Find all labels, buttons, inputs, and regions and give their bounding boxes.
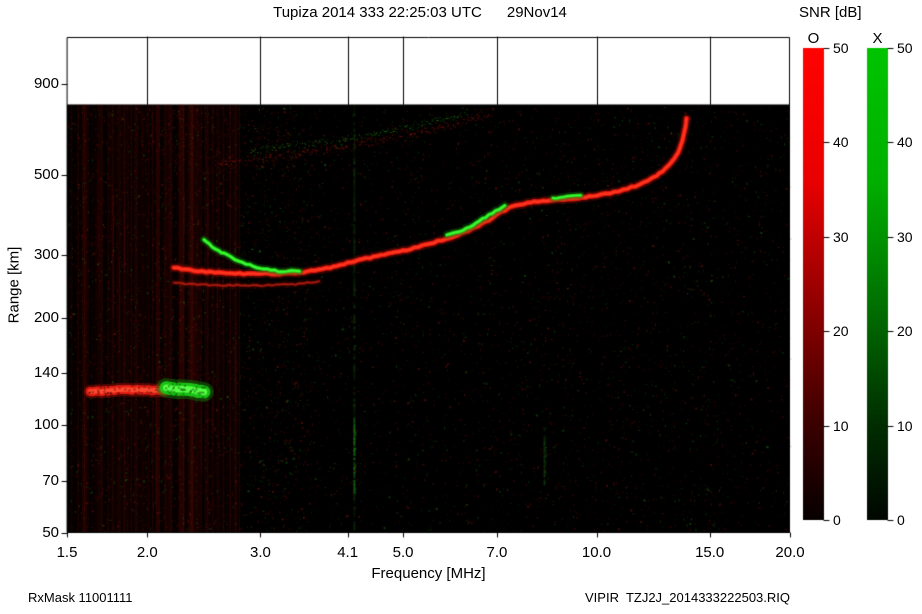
x-tick-label: 3.0	[250, 544, 271, 561]
y-tick-label: 500	[33, 166, 59, 184]
x-tick-label: 5.0	[392, 544, 414, 561]
x-colorbar-tick-label: 30	[897, 228, 913, 245]
o-colorbar-tick-label: 40	[833, 134, 849, 151]
x-tick-label: 1.5	[56, 544, 78, 561]
x-axis-title: Frequency [MHz]	[371, 565, 486, 582]
o-colorbar-tick-label: 0	[833, 512, 841, 528]
x-tick-label: 15.0	[695, 544, 725, 561]
colorbar-title: SNR [dB]	[799, 4, 862, 21]
o-colorbar-tick-label: 50	[833, 40, 849, 56]
y-tick-label: 70	[42, 471, 59, 489]
y-tick-label: 100	[33, 416, 59, 434]
y-tick-label: 200	[33, 308, 59, 326]
x-tick-label: 10.0	[581, 544, 612, 561]
y-tick-label: 900	[33, 75, 59, 93]
x-colorbar-tick-label: 20	[897, 323, 913, 340]
x-tick-label: 20.0	[775, 544, 805, 561]
x-tick-label: 7.0	[486, 544, 508, 561]
x-tick-label: 4.1	[337, 544, 359, 561]
colorbar-x-mode-label: X	[872, 30, 883, 47]
y-tick-label: 140	[33, 364, 59, 382]
data-filename-text: VIPIR TZJ2J_2014333222503.RIQ	[585, 590, 790, 605]
x-colorbar-tick-label: 40	[897, 134, 913, 151]
x-tick-label: 2.0	[136, 544, 158, 561]
x-colorbar-tick-label: 0	[897, 512, 905, 528]
o-colorbar-tick-label: 20	[833, 323, 849, 340]
colorbar-o-mode-label: O	[807, 30, 820, 47]
x-colorbar-tick-label: 50	[897, 40, 913, 56]
o-colorbar-tick-label: 30	[833, 228, 849, 245]
y-tick-label: 50	[42, 524, 59, 541]
y-tick-label: 300	[33, 245, 59, 263]
plot-title: Tupiza 2014 333 22:25:03 UTC 29Nov14	[273, 4, 567, 21]
rxmask-text: RxMask 11001111	[28, 590, 133, 605]
o-colorbar-tick-label: 10	[833, 417, 849, 434]
x-colorbar-tick-label: 10	[897, 417, 913, 434]
